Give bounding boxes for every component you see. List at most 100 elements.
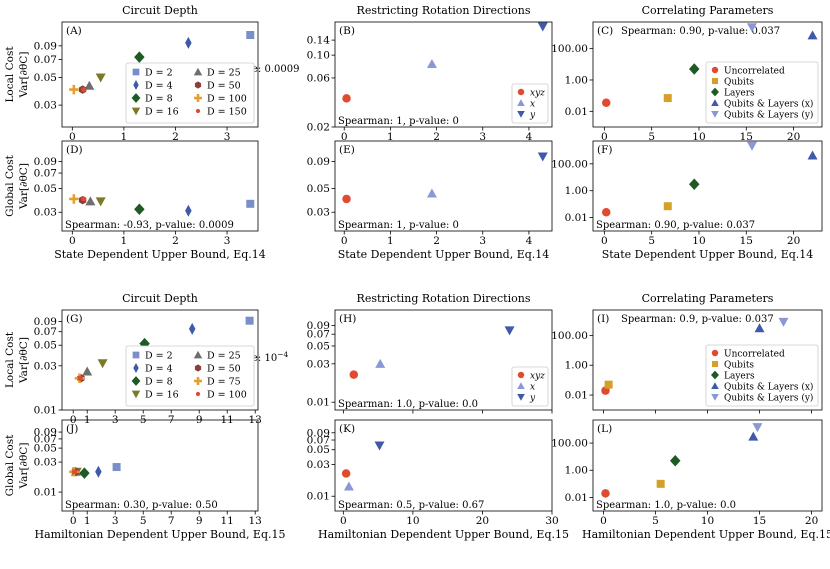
legend-label: D = 8	[145, 94, 173, 105]
x-tick-label: 4	[526, 131, 533, 143]
marker-triangle-up	[193, 350, 203, 359]
legend-label: D = 2	[145, 68, 173, 79]
data-point-d-5	[85, 196, 96, 206]
y-tick-label: 0.01	[307, 397, 330, 409]
panel-d: 0 1 2 3 0.03 0.05 0.070.09 State Dependent Uppe…	[4, 140, 266, 261]
panel-label: (C)	[597, 25, 613, 37]
data-point-g-4	[97, 359, 108, 369]
legend-label: D = 4	[145, 81, 173, 92]
x-tick-label: 3	[224, 235, 231, 247]
panel-label: (E)	[339, 144, 355, 156]
x-tick-label: 20	[476, 515, 489, 527]
data-point-g-2	[188, 322, 196, 335]
data-point-a-2	[185, 36, 192, 49]
marker-diamond	[711, 87, 719, 97]
data-point-f-4	[746, 141, 757, 151]
y-tick-label: 0.09	[307, 156, 330, 168]
x-axis-label: Hamiltonian Dependent Upper Bound, Eq.15	[318, 528, 569, 541]
data-point-a-3	[134, 51, 145, 63]
data-point-k-3	[374, 441, 385, 451]
x-tick-label: 0	[341, 235, 348, 247]
legend-label: Layers	[724, 89, 755, 99]
y-tick-label: 0.09	[307, 427, 330, 439]
x-tick-label: 30	[545, 515, 558, 527]
x-tick-label: 11	[221, 515, 234, 527]
x-axis-label: Hamiltonian Dependent Upper Bound, Eq.15	[582, 528, 830, 541]
y-tick-label: 0.01	[307, 491, 330, 503]
y-tick-label: 0.01	[565, 390, 588, 402]
legend-label: Qubits & Layers (x)	[724, 99, 813, 110]
y-tick-label: 0.01	[34, 405, 57, 417]
legend-box	[705, 61, 819, 124]
y-tick-label: 0.03	[307, 207, 330, 219]
plot-frame	[61, 309, 259, 411]
marker-triangle-up	[711, 382, 719, 390]
data-point-b-3	[537, 22, 548, 32]
marker-plus	[194, 377, 202, 385]
plot-frame	[61, 21, 259, 128]
data-point-j-1	[112, 463, 121, 472]
legend-label: D = 150	[207, 107, 247, 118]
column-title: Circuit Depth	[122, 292, 198, 305]
y-axis-label: Var[∂θC]	[18, 163, 30, 210]
y-tick-label: 100.00	[551, 438, 588, 450]
y-tick-label: 0.01	[565, 492, 588, 504]
data-point-j-3	[79, 467, 90, 479]
data-points	[69, 463, 121, 479]
panel-label: (H)	[339, 313, 356, 325]
x-tick-label: 0	[340, 515, 347, 527]
y-tick-label: 0.05	[307, 340, 330, 352]
y-tick-label: 0.05	[34, 183, 57, 195]
legend-label: Qubits	[724, 361, 754, 371]
panel-label: (L)	[597, 423, 612, 435]
x-tick-label: 5	[140, 515, 147, 527]
marker-hexagon	[194, 364, 202, 372]
marker-dot-big	[711, 349, 719, 357]
data-point-j-8	[72, 469, 78, 475]
data-point-c-4	[746, 23, 757, 33]
marker-triangle-down	[517, 110, 525, 118]
data-point-f-3	[689, 178, 700, 191]
y-tick-label: 0.03	[34, 100, 57, 112]
marker-square	[132, 351, 140, 359]
plot-frame	[334, 309, 553, 411]
y-tick-label: 0.07	[34, 54, 57, 66]
marker-diamond	[131, 93, 141, 103]
y-axis-label-title: Local Cost	[4, 46, 16, 103]
data-point-a-4	[95, 73, 106, 83]
x-tick-label: 20	[787, 235, 800, 247]
y-tick-label: 0.09	[307, 320, 330, 332]
panel-label: (I)	[597, 313, 609, 325]
panel-i: 0.01 1.00 100.00 Correlating Parameters (I) S…	[551, 292, 823, 414]
legend-label: y	[529, 111, 536, 121]
marker-hexagon	[194, 81, 202, 89]
data-points	[601, 23, 818, 108]
y-tick-label: 0.03	[307, 459, 330, 471]
x-tick-label: 1	[84, 515, 91, 527]
panel-k: 0 10 20 30 0.01 0.03 0.050.070.09 Hamiltonian D…	[307, 419, 569, 541]
marker-triangle-up	[517, 382, 525, 390]
data-point-e-2	[426, 188, 437, 198]
x-tick-label: 1	[387, 235, 394, 247]
y-tick-label: 100.00	[551, 43, 588, 55]
marker-square	[132, 68, 140, 76]
panel-e: 0 1 2 3 4 0.03 0.05 0.09 State Dependent Upper B…	[307, 140, 553, 261]
x-tick-label: 0	[601, 235, 608, 247]
data-point-l-2	[656, 479, 665, 488]
y-tick-label: 1.00	[565, 360, 588, 372]
legend-label: D = 16	[145, 390, 179, 401]
data-point-f-2	[663, 202, 672, 211]
plot-frame	[334, 140, 553, 232]
y-tick-label: 0.10	[307, 50, 330, 62]
legend-label: Qubits	[724, 78, 754, 88]
y-tick-label: 0.03	[34, 207, 57, 219]
marker-triangle-down	[711, 110, 719, 118]
y-tick-label: 0.01	[565, 212, 588, 224]
column-title: Restricting Rotation Directions	[357, 4, 531, 17]
panel-label: (G)	[66, 313, 83, 325]
marker-dot-big	[517, 371, 525, 379]
data-point-c-2	[663, 94, 672, 103]
y-axis-label-title: Local Cost	[4, 331, 16, 388]
plot-frame	[592, 419, 823, 512]
